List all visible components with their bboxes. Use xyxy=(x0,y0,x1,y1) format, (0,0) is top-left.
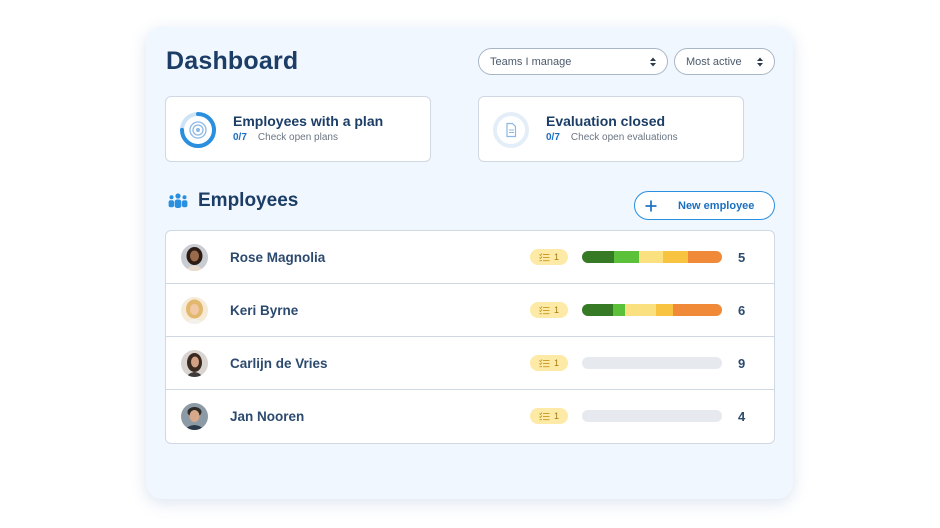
score-segment xyxy=(672,304,722,316)
score-bar xyxy=(582,304,722,316)
employee-name: Carlijn de Vries xyxy=(230,356,328,371)
action-plan-badge: 1 xyxy=(530,302,568,318)
employee-name: Keri Byrne xyxy=(230,303,299,318)
score-bar xyxy=(582,357,722,369)
checklist-icon xyxy=(539,411,550,420)
new-employee-label: New employee xyxy=(678,199,755,212)
score-segment xyxy=(582,251,615,263)
avatar xyxy=(181,244,208,271)
document-icon xyxy=(493,112,529,148)
employee-row[interactable]: Rose Magnolia 1 5 xyxy=(166,231,774,284)
sort-caret-icon xyxy=(757,57,763,67)
score-segment xyxy=(612,304,626,316)
employee-row[interactable]: Keri Byrne 1 6 xyxy=(166,284,774,337)
employee-score: 4 xyxy=(738,409,746,424)
score-segment xyxy=(639,251,664,263)
badge-count: 1 xyxy=(553,358,559,368)
employee-score: 6 xyxy=(738,303,746,318)
badge-count: 1 xyxy=(553,252,559,262)
checklist-icon xyxy=(539,305,550,314)
score-segment xyxy=(582,304,613,316)
team-filter-value: Teams I manage xyxy=(490,55,572,68)
score-bar xyxy=(582,410,722,422)
check-open-evaluations-link[interactable]: Check open evaluations xyxy=(570,132,678,143)
check-open-plans-link[interactable]: Check open plans xyxy=(257,132,338,143)
employees-section-header: Employees xyxy=(168,190,298,212)
action-plan-badge: 1 xyxy=(530,249,568,265)
employee-row[interactable]: Carlijn de Vries 1 9 xyxy=(166,337,774,390)
team-filter-select[interactable]: Teams I manage xyxy=(478,48,668,75)
employee-score: 9 xyxy=(738,356,746,371)
score-segment xyxy=(614,251,640,263)
score-segment xyxy=(656,304,673,316)
employee-name: Rose Magnolia xyxy=(230,250,326,265)
score-bar xyxy=(582,251,722,263)
score-segment xyxy=(688,251,722,263)
page-title: Dashboard xyxy=(166,47,299,75)
score-segment xyxy=(663,251,689,263)
checklist-icon xyxy=(539,358,550,367)
action-plan-badge: 1 xyxy=(530,355,568,371)
section-title: Employees xyxy=(198,190,299,211)
employee-name: Jan Nooren xyxy=(230,409,305,424)
new-employee-button[interactable]: New employee xyxy=(634,191,775,220)
sort-select[interactable]: Most active xyxy=(674,48,775,75)
dashboard-panel: Dashboard Teams I manage Most active Emp… xyxy=(146,27,793,499)
score-segment xyxy=(625,304,657,316)
employee-score: 5 xyxy=(738,250,746,265)
people-icon xyxy=(168,193,188,208)
checklist-icon xyxy=(539,252,550,261)
employee-row[interactable]: Jan Nooren 1 4 xyxy=(166,390,774,443)
sort-value: Most active xyxy=(686,55,742,68)
badge-count: 1 xyxy=(553,305,559,315)
action-plan-badge: 1 xyxy=(530,408,568,424)
avatar xyxy=(181,350,208,377)
card-count: 0/7 xyxy=(233,132,247,143)
card-count: 0/7 xyxy=(546,132,560,143)
employee-list: Rose Magnolia 1 5 xyxy=(165,230,775,444)
avatar xyxy=(181,297,208,324)
sort-caret-icon xyxy=(650,57,656,67)
evaluation-closed-card[interactable]: Evaluation closed 0/7 Check open evaluati… xyxy=(478,96,744,162)
avatar xyxy=(181,403,208,430)
plus-icon xyxy=(645,200,657,211)
card-title: Employees with a plan xyxy=(233,113,384,129)
badge-count: 1 xyxy=(553,411,559,421)
employees-with-plan-card[interactable]: Employees with a plan 0/7 Check open plan… xyxy=(165,96,431,162)
target-icon xyxy=(180,112,216,148)
card-title: Evaluation closed xyxy=(546,113,666,129)
